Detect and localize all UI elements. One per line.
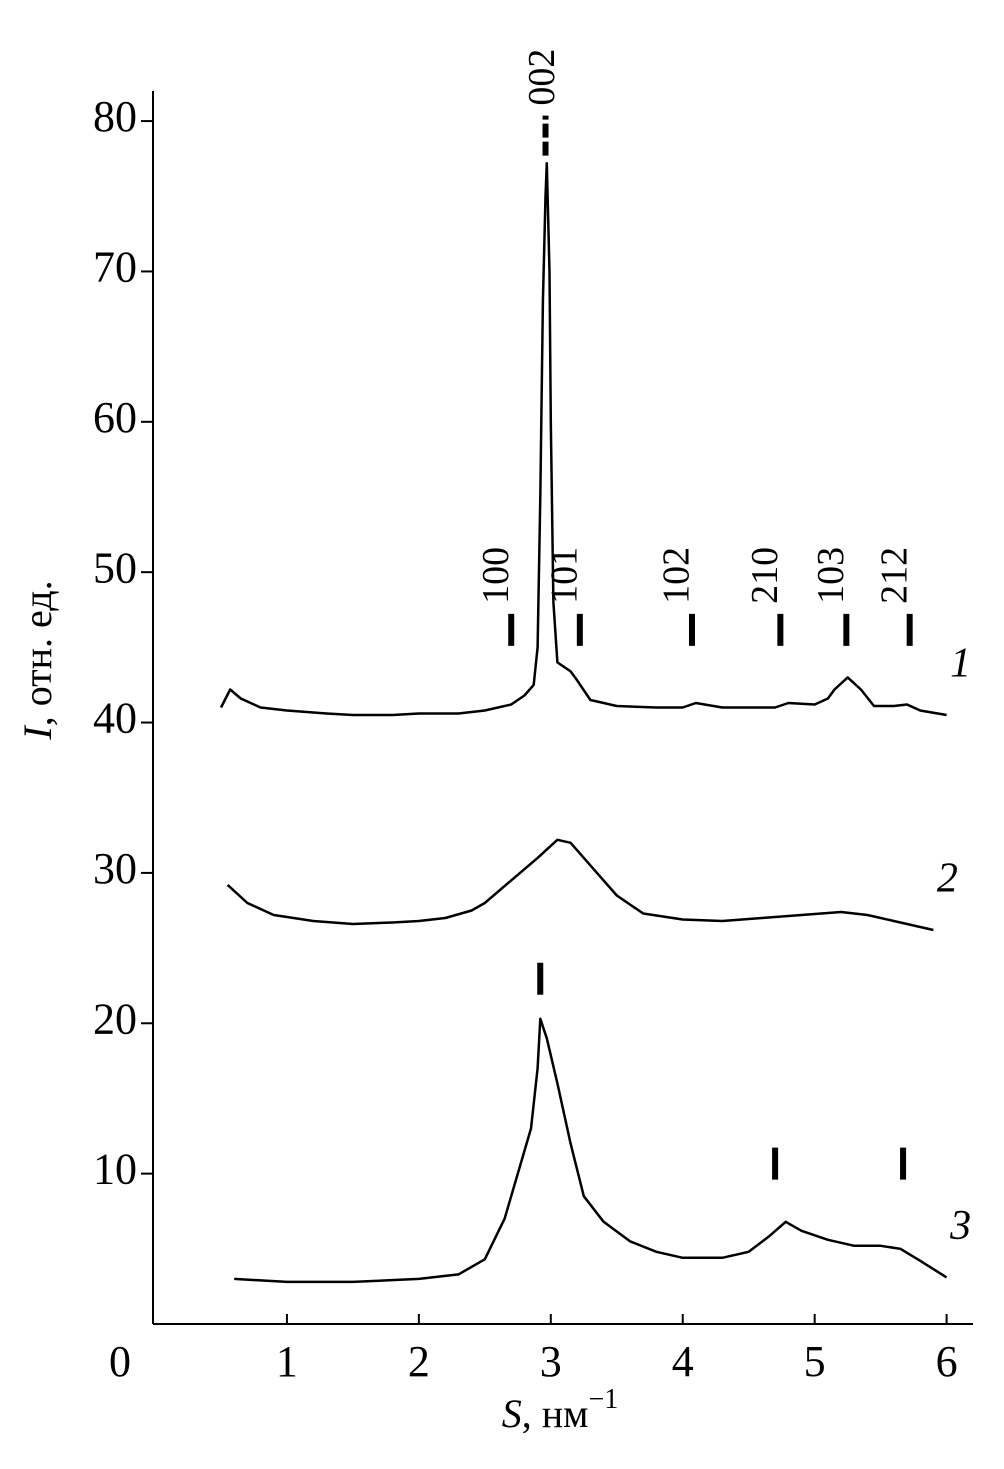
x-tick-label: 6 <box>936 1337 958 1386</box>
reflection-label: 103 <box>810 547 852 604</box>
x-label-unit: , нм <box>522 1391 589 1436</box>
x-tick-label: 4 <box>672 1337 694 1386</box>
x-label-var: S <box>502 1391 522 1436</box>
y-tick-label: 60 <box>93 393 137 442</box>
reflection-label: 102 <box>656 547 698 604</box>
reflection-label: 101 <box>544 547 586 604</box>
x-label-sup: −1 <box>588 1384 618 1415</box>
y-axis-label: I, отн. ед. <box>15 580 60 740</box>
x-tick-label: 2 <box>408 1337 430 1386</box>
data-line <box>226 838 934 932</box>
y-tick-label: 50 <box>93 543 137 592</box>
reflection-label: 100 <box>475 547 517 604</box>
data-line <box>234 1017 948 1284</box>
reflection-label: 210 <box>744 547 786 604</box>
x-tick-label: 3 <box>540 1337 562 1386</box>
series-label: 3 <box>949 1203 971 1249</box>
y-tick-label: 40 <box>93 694 137 743</box>
y-tick-label: 70 <box>93 243 137 292</box>
y-tick-label: 10 <box>93 1145 137 1194</box>
x-axis-label: S, нм−1 <box>502 1384 619 1436</box>
reflection-label: 002 <box>521 49 563 106</box>
y-label-var: I <box>15 725 60 741</box>
series-label: 1 <box>950 641 971 687</box>
y-tick-label: 30 <box>93 844 137 893</box>
y-tick-label: 80 <box>93 92 137 141</box>
y-label-unit: , отн. ед. <box>15 580 60 726</box>
y-tick-label: 20 <box>93 994 137 1043</box>
x-tick-label: 0 <box>109 1337 131 1386</box>
data-line <box>219 161 947 717</box>
series-label: 2 <box>937 856 958 902</box>
reflection-label: 212 <box>873 547 915 604</box>
x-tick-label: 1 <box>276 1337 298 1386</box>
x-tick-label: 5 <box>804 1337 826 1386</box>
